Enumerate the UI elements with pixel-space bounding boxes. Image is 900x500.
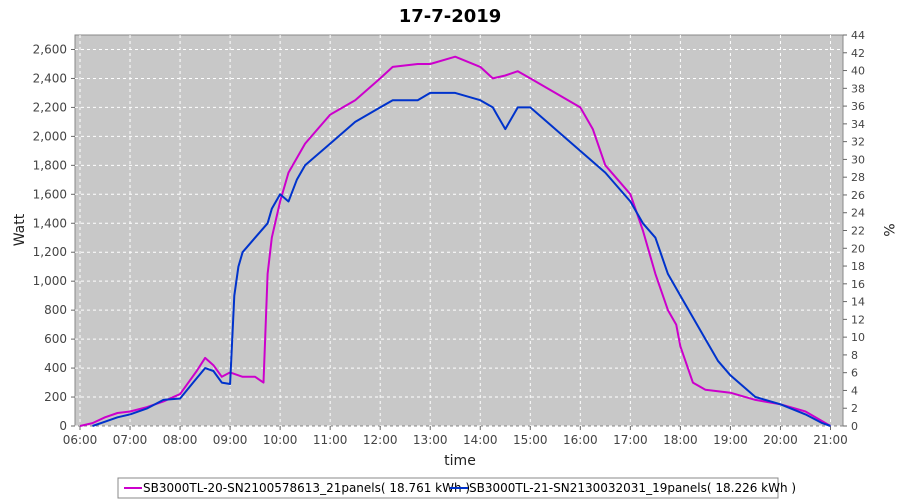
legend-label-series-2: SB3000TL-21-SN2130032031_19panels( 18.22…: [469, 481, 796, 495]
y2-tick-label: 2: [851, 402, 858, 415]
y-tick-label: 1,000: [33, 274, 67, 288]
y2-axis-label: %: [880, 223, 896, 236]
y2-tick-label: 34: [851, 118, 865, 131]
grid: [75, 35, 843, 427]
x-tick-label: 19:00: [713, 433, 748, 447]
y2-tick-label: 36: [851, 100, 865, 113]
x-axis: 06:00 07:00 08:00 09:00 10:00 11:00 12:00 13:00…: [63, 426, 848, 447]
y2-tick-label: 26: [851, 189, 865, 202]
y2-tick-label: 16: [851, 278, 865, 291]
x-tick-label: 16:00: [563, 433, 598, 447]
y-tick-label: 2,400: [33, 71, 67, 85]
y-tick-label: 1,600: [33, 187, 67, 201]
y2-tick-label: 28: [851, 171, 865, 184]
y-axis-right: 0246810121416182022242628303234363840424…: [843, 29, 865, 433]
x-tick-label: 20:00: [763, 433, 798, 447]
x-axis-label: time: [444, 453, 476, 469]
y2-tick-label: 20: [851, 242, 865, 255]
y-tick-label: 0: [59, 419, 67, 433]
y2-tick-label: 14: [851, 296, 865, 309]
y-axis-label: Watt: [12, 213, 28, 246]
legend-box: [117, 477, 779, 499]
x-tick-label: 06:00: [63, 433, 98, 447]
legend-label-series-1: SB3000TL-20-SN2100578613_21panels( 18.76…: [143, 481, 470, 495]
y-tick-label: 800: [44, 303, 67, 317]
y2-tick-label: 24: [851, 207, 865, 220]
y2-tick-label: 6: [851, 367, 858, 380]
x-tick-label: 08:00: [163, 433, 198, 447]
x-tick-label: 10:00: [263, 433, 298, 447]
y-tick-label: 1,400: [33, 216, 67, 230]
y-tick-label: 2,000: [33, 129, 67, 143]
y2-tick-label: 42: [851, 47, 865, 60]
series-line-1: [79, 55, 831, 427]
x-tick-label: 15:00: [513, 433, 548, 447]
y-tick-label: 400: [44, 361, 67, 375]
y2-tick-label: 4: [851, 384, 858, 397]
y-tick-label: 2,600: [33, 42, 67, 56]
series-lines: [79, 55, 831, 427]
x-tick-label: 14:00: [463, 433, 498, 447]
y2-tick-label: 10: [851, 331, 865, 344]
y2-tick-label: 22: [851, 225, 865, 238]
y2-tick-label: 8: [851, 349, 858, 362]
y-tick-label: 1,800: [33, 158, 67, 172]
x-tick-label: 11:00: [313, 433, 348, 447]
y2-tick-label: 40: [851, 65, 865, 78]
x-tick-label: 13:00: [413, 433, 448, 447]
y2-tick-label: 32: [851, 136, 865, 149]
y2-tick-label: 12: [851, 313, 865, 326]
y2-tick-label: 0: [851, 420, 858, 433]
legend: SB3000TL-20-SN2100578613_21panels( 18.76…: [117, 477, 796, 499]
y-tick-label: 200: [44, 390, 67, 404]
y2-tick-label: 18: [851, 260, 865, 273]
chart-title: 17-7-2019: [399, 6, 502, 27]
y2-tick-label: 44: [851, 29, 865, 42]
x-tick-label: 17:00: [613, 433, 648, 447]
x-tick-label: 18:00: [663, 433, 698, 447]
y2-tick-label: 38: [851, 82, 865, 95]
y-tick-label: 1,200: [33, 245, 67, 259]
y2-tick-label: 30: [851, 153, 865, 166]
y-tick-label: 600: [44, 332, 67, 346]
x-tick-label: 07:00: [113, 433, 148, 447]
x-tick-label: 12:00: [363, 433, 398, 447]
y-axis-left: 0 200 400 600 800 1,000 1,200 1,400 1,600 1,800 2,…: [33, 42, 75, 433]
y-tick-label: 2,200: [33, 100, 67, 114]
x-tick-label: 21:00: [813, 433, 848, 447]
series-line-2: [92, 91, 831, 427]
x-tick-label: 09:00: [213, 433, 248, 447]
